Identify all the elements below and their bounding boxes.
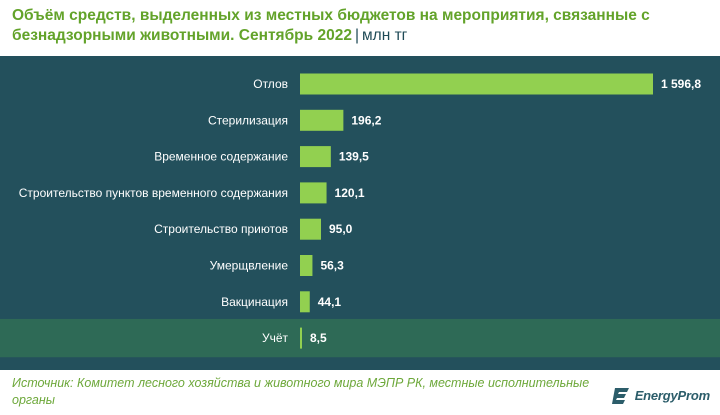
bar-row-7 (300, 327, 302, 349)
category-label: Строительство пунктов временного содержа… (19, 186, 288, 200)
value-label: 8,5 (310, 331, 327, 345)
energyprom-logo-icon (611, 388, 629, 404)
logo-text: EnergyProm (634, 387, 711, 403)
category-label: Умерщвление (210, 259, 289, 273)
bar-row-3 (300, 182, 327, 204)
bar-row-0 (300, 73, 653, 95)
highlight-row-band (0, 318, 720, 358)
footer: Источник: Комитет лесного хозяйства и жи… (0, 370, 720, 415)
value-label: 95,0 (329, 222, 353, 236)
category-label: Стерилизация (208, 113, 288, 127)
value-label: 196,2 (351, 113, 381, 127)
bar-row-1 (300, 109, 344, 131)
title-separator: | (354, 27, 359, 44)
value-label: 139,5 (339, 150, 369, 164)
category-label: Строительство приютов (154, 222, 288, 236)
title-text: Объём средств, выделенных из местных бюд… (12, 7, 650, 44)
bar-row-2 (300, 146, 331, 168)
bar-row-5 (300, 255, 313, 276)
value-label: 120,1 (335, 186, 365, 200)
category-label: Вакцинация (221, 295, 288, 309)
chart-title: Объём средств, выделенных из местных бюд… (12, 6, 712, 46)
bar-chart: Отлов 1 596,8 Стерилизация 196,2 Временное с… (0, 73, 720, 358)
energyprom-logo: EnergyProm (611, 384, 711, 406)
category-label: Учёт (262, 331, 289, 345)
chart-area: Отлов 1 596,8 Стерилизация 196,2 Временное с… (0, 56, 720, 370)
value-label: 56,3 (320, 259, 344, 273)
value-label: 44,1 (318, 295, 342, 309)
header: Объём средств, выделенных из местных бюд… (0, 0, 720, 56)
category-label: Отлов (253, 77, 288, 91)
bar-row-6 (300, 291, 310, 313)
category-label: Временное содержание (154, 150, 288, 164)
source-note: Источник: Комитет лесного хозяйства и жи… (12, 376, 590, 407)
value-label: 1 596,8 (661, 77, 701, 91)
bar-row-4 (300, 218, 322, 240)
unit-label: млн тг (362, 27, 408, 44)
